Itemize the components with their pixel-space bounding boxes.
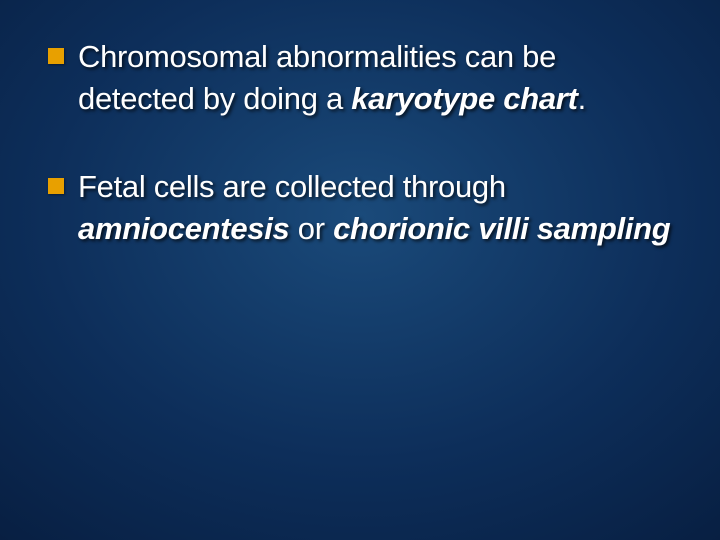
bullet-item: Chromosomal abnormalities can be detecte… bbox=[48, 36, 672, 120]
text-emphasis: chorionic villi sampling bbox=[333, 211, 670, 246]
text-run: . bbox=[578, 81, 586, 116]
text-run: or bbox=[289, 211, 333, 246]
bullet-item: Fetal cells are collected through amnioc… bbox=[48, 166, 672, 250]
text-emphasis: amniocentesis bbox=[78, 211, 289, 246]
text-run: Fetal cells are collected through bbox=[78, 169, 506, 204]
bullet-text: Fetal cells are collected through amnioc… bbox=[78, 166, 672, 250]
bullet-text: Chromosomal abnormalities can be detecte… bbox=[78, 36, 672, 120]
square-bullet-icon bbox=[48, 48, 64, 64]
slide-container: Chromosomal abnormalities can be detecte… bbox=[0, 0, 720, 249]
square-bullet-icon bbox=[48, 178, 64, 194]
text-emphasis: karyotype chart bbox=[351, 81, 577, 116]
